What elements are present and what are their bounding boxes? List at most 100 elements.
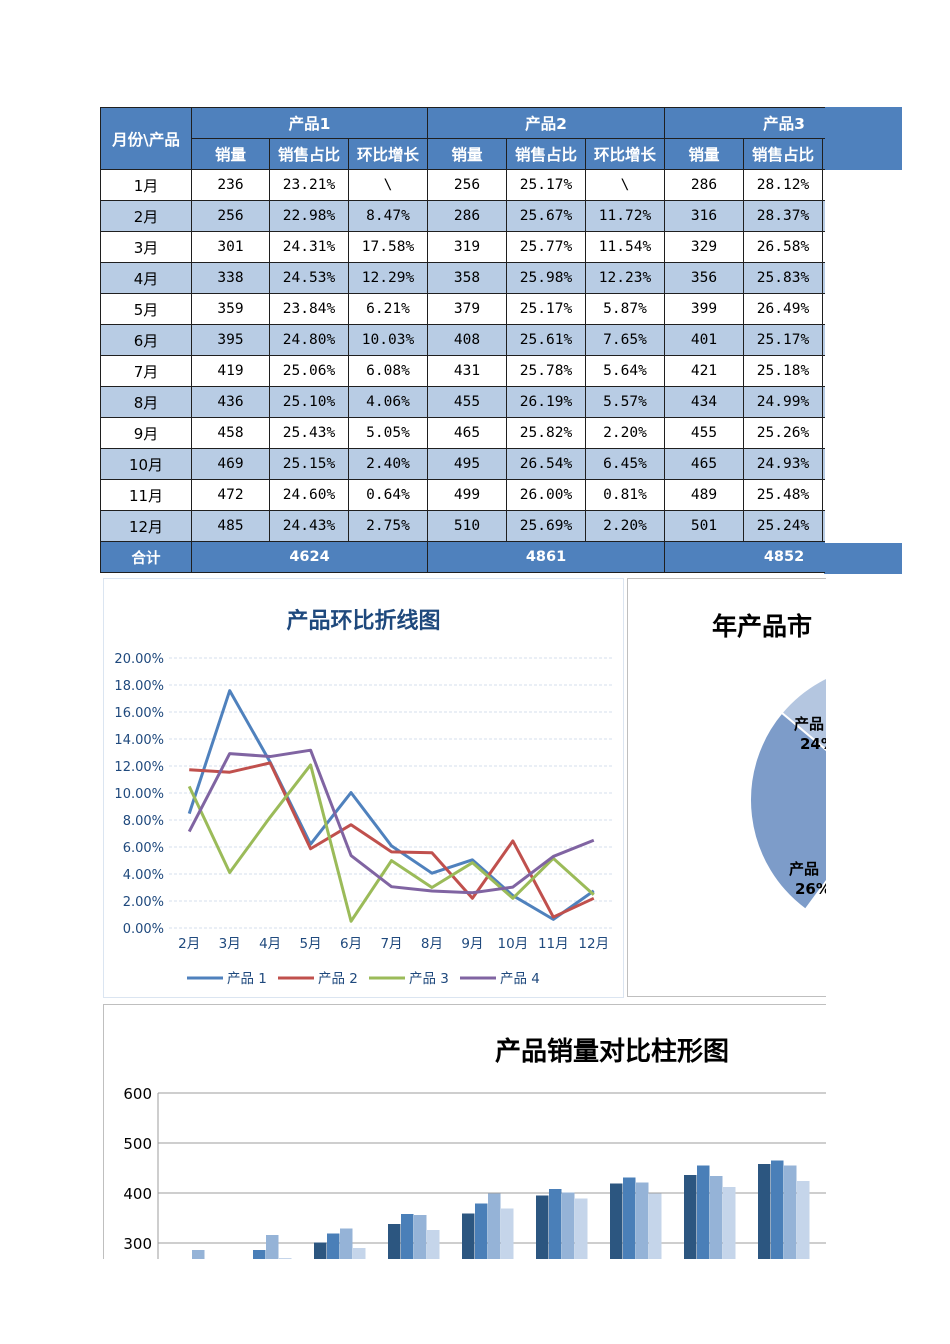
p3-share-cell: 25.48% xyxy=(743,479,823,511)
p1-share-cell: 24.53% xyxy=(269,262,349,294)
p2-sales-cell: 379 xyxy=(427,293,507,325)
subheader: 销售占比 xyxy=(506,138,586,170)
legend-label: 产品 3 xyxy=(409,971,449,987)
p1-growth-cell: 12.29% xyxy=(348,262,428,294)
bar xyxy=(253,1250,266,1259)
y-tick-label: 400 xyxy=(123,1185,152,1203)
total-product1: 4624 xyxy=(191,541,428,573)
p3-share-cell: 26.58% xyxy=(743,231,823,263)
x-tick-label: 5月 xyxy=(300,936,322,952)
product3-header: 产品3 xyxy=(664,107,825,139)
bar xyxy=(649,1193,662,1259)
series-line xyxy=(187,748,595,895)
p2-share-cell: 25.98% xyxy=(506,262,586,294)
table-row: 6月 395 24.80% 10.03% 408 25.61% 7.65% 401 25.17% xyxy=(100,324,825,356)
month-cell: 7月 xyxy=(100,355,192,387)
pie-slice xyxy=(780,676,826,752)
p2-growth-cell: 7.65% xyxy=(585,324,665,356)
p1-sales-cell: 436 xyxy=(191,386,270,418)
legend-label: 产品 4 xyxy=(500,971,540,987)
hidden-cell xyxy=(822,479,825,511)
x-tick-label: 10月 xyxy=(498,936,529,952)
p2-share-cell: 25.17% xyxy=(506,169,586,201)
p2-growth-cell: 11.54% xyxy=(585,231,665,263)
bar xyxy=(549,1189,562,1259)
p1-share-cell: 25.06% xyxy=(269,355,349,387)
p2-growth-cell: 6.45% xyxy=(585,448,665,480)
bar xyxy=(536,1195,549,1259)
p2-sales-cell: 358 xyxy=(427,262,507,294)
p3-sales-cell: 501 xyxy=(664,510,744,542)
y-tick-label: 8.00% xyxy=(123,814,164,829)
bar xyxy=(710,1176,723,1259)
bar-chart-panel: 产品销量对比柱形图 300 400 500 600 xyxy=(103,1004,826,1259)
p3-sales-cell: 356 xyxy=(664,262,744,294)
p1-growth-cell: 8.47% xyxy=(348,200,428,232)
p2-growth-cell: 0.81% xyxy=(585,479,665,511)
month-cell: 10月 xyxy=(100,448,192,480)
y-tick-label: 300 xyxy=(123,1235,152,1253)
p3-sales-cell: 329 xyxy=(664,231,744,263)
bar xyxy=(501,1208,514,1259)
table-row: 8月 436 25.10% 4.06% 455 26.19% 5.57% 434 24.99% xyxy=(100,386,825,418)
pie-chart-title: 年产品市 xyxy=(712,612,813,641)
p2-growth-cell: 5.64% xyxy=(585,355,665,387)
p1-growth-cell: 4.06% xyxy=(348,386,428,418)
p1-sales-cell: 359 xyxy=(191,293,270,325)
bar xyxy=(279,1258,292,1259)
p3-share-cell: 25.83% xyxy=(743,262,823,294)
bar xyxy=(327,1233,340,1259)
bar xyxy=(562,1192,575,1259)
p3-sales-cell: 399 xyxy=(664,293,744,325)
p3-share-cell: 28.12% xyxy=(743,169,823,201)
y-tick-label: 600 xyxy=(123,1085,152,1103)
table-row: 12月 485 24.43% 2.75% 510 25.69% 2.20% 501 25.24% xyxy=(100,510,825,542)
hidden-cell xyxy=(822,510,825,542)
bar xyxy=(610,1183,623,1259)
p2-share-cell: 25.82% xyxy=(506,417,586,449)
p1-share-cell: 24.43% xyxy=(269,510,349,542)
bar xyxy=(475,1203,488,1259)
p2-growth-cell: 2.20% xyxy=(585,417,665,449)
bar xyxy=(797,1181,810,1259)
table-row: 1月 236 23.21% \ 256 25.17% \ 286 28.12% xyxy=(100,169,825,201)
p2-share-cell: 25.61% xyxy=(506,324,586,356)
month-cell: 12月 xyxy=(100,510,192,542)
table-row: 2月 256 22.98% 8.47% 286 25.67% 11.72% 316 28.37% xyxy=(100,200,825,232)
hidden-cell xyxy=(822,262,825,294)
subheader: 环比增长 xyxy=(585,138,665,170)
p3-share-cell: 25.18% xyxy=(743,355,823,387)
legend-label: 产品 1 xyxy=(227,971,267,987)
bar xyxy=(401,1214,414,1259)
x-tick-label: 3月 xyxy=(219,936,241,952)
p2-sales-cell: 499 xyxy=(427,479,507,511)
series-line xyxy=(189,761,595,919)
p2-share-cell: 26.19% xyxy=(506,386,586,418)
y-tick-label: 2.00% xyxy=(123,895,164,910)
bar xyxy=(697,1165,710,1259)
y-tick-label: 4.00% xyxy=(123,868,164,883)
corner-header: 月份\产品 xyxy=(100,107,192,170)
p2-growth-cell: 5.57% xyxy=(585,386,665,418)
table-row: 3月 301 24.31% 17.58% 319 25.77% 11.54% 329 26.58… xyxy=(100,231,825,263)
subheader: 销量 xyxy=(191,138,270,170)
month-cell: 4月 xyxy=(100,262,192,294)
y-tick-label: 10.00% xyxy=(114,787,164,802)
bar xyxy=(340,1228,353,1259)
p1-growth-cell: \ xyxy=(348,169,428,201)
p2-growth-cell: 2.20% xyxy=(585,510,665,542)
bar xyxy=(353,1248,366,1259)
p1-sales-cell: 472 xyxy=(191,479,270,511)
bar xyxy=(636,1182,649,1259)
p1-share-cell: 22.98% xyxy=(269,200,349,232)
hidden-cell xyxy=(822,293,825,325)
p2-sales-cell: 455 xyxy=(427,386,507,418)
y-tick-label: 16.00% xyxy=(114,706,164,721)
bar xyxy=(414,1215,427,1259)
legend-label: 产品 2 xyxy=(318,971,358,987)
p3-sales-cell: 434 xyxy=(664,386,744,418)
x-tick-label: 6月 xyxy=(340,936,362,952)
y-tick-label: 6.00% xyxy=(123,841,164,856)
table-row: 9月 458 25.43% 5.05% 465 25.82% 2.20% 455 25.26% xyxy=(100,417,825,449)
pie-pct: 26% xyxy=(795,880,826,898)
